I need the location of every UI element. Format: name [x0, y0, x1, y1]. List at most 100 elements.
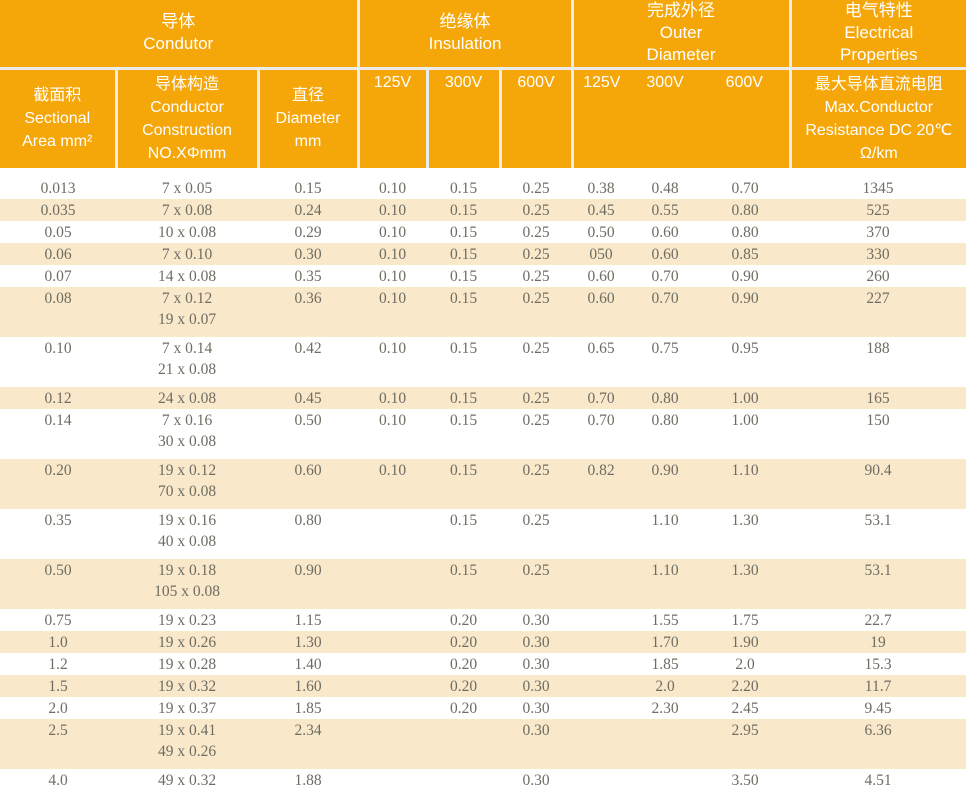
- cell-insulation-125v: 0.10: [358, 459, 427, 509]
- cell-insulation-125v: [358, 719, 427, 769]
- table-row: 0.035 7 x 0.08 0.24 0.10 0.15 0.25 0.45 0.55 0.8…: [0, 199, 966, 221]
- group-header-electrical-properties: 电气特性 Electrical Properties: [790, 0, 966, 70]
- cell-max-resistance: 4.51: [790, 769, 966, 802]
- cell-max-resistance: 525: [790, 199, 966, 221]
- cell-conductor-construction: 7 x 0.16 30 x 0.08: [116, 409, 258, 459]
- cell-insulation-300v: 0.15: [427, 409, 500, 459]
- table-row: 1.5 19 x 0.32 1.60 0.20 0.30 2.0 2.20 11.7: [0, 675, 966, 697]
- cell-conductor-construction: 7 x 0.08: [116, 199, 258, 221]
- cell-diameter: 1.85: [258, 697, 358, 719]
- cell-outer-300v: 0.70: [630, 265, 701, 287]
- cell-outer-300v: 1.70: [630, 631, 701, 653]
- cell-insulation-125v: [358, 697, 427, 719]
- cell-sectional-area: 2.0: [0, 697, 116, 719]
- column-header-conductor-construction: 导体构造 Conductor Construction NO.XΦmm: [116, 68, 260, 168]
- cell-max-resistance: 150: [790, 409, 966, 459]
- cell-outer-300v: [630, 719, 701, 769]
- cell-outer-125v: [572, 719, 631, 769]
- group-header-conductor: 导体 Condutor: [0, 0, 360, 70]
- cell-insulation-600v: 0.25: [500, 337, 573, 387]
- cell-outer-125v: [572, 769, 631, 802]
- cell-insulation-600v: 0.25: [500, 409, 573, 459]
- cell-sectional-area: 1.0: [0, 631, 116, 653]
- cell-insulation-125v: 0.10: [358, 177, 427, 199]
- cell-outer-125v: [572, 697, 631, 719]
- cell-outer-600v: 0.90: [700, 265, 791, 287]
- cell-max-resistance: 227: [790, 287, 966, 337]
- table-row: 2.0 19 x 0.37 1.85 0.20 0.30 2.30 2.45 9.45: [0, 697, 966, 719]
- table-header: 导体 Condutor 绝缘体 Insulation 完成外径 Outer Diamet…: [0, 0, 966, 168]
- cell-outer-125v: 0.38: [572, 177, 631, 199]
- cell-outer-300v: 0.48: [630, 177, 701, 199]
- cell-max-resistance: 9.45: [790, 697, 966, 719]
- table-row: 0.013 7 x 0.05 0.15 0.10 0.15 0.25 0.38 0.48 0.7…: [0, 177, 966, 199]
- cell-conductor-construction: 7 x 0.10: [116, 243, 258, 265]
- cell-outer-300v: 0.80: [630, 409, 701, 459]
- cell-outer-125v: 050: [572, 243, 631, 265]
- group-header-insulation: 绝缘体 Insulation: [358, 0, 574, 70]
- cell-outer-600v: 1.30: [700, 509, 791, 559]
- cell-insulation-125v: [358, 559, 427, 609]
- cell-outer-600v: 0.80: [700, 221, 791, 243]
- cell-insulation-600v: 0.30: [500, 697, 573, 719]
- cell-max-resistance: 1345: [790, 177, 966, 199]
- cell-outer-300v: 0.60: [630, 221, 701, 243]
- cell-insulation-300v: 0.15: [427, 459, 500, 509]
- cell-conductor-construction: 19 x 0.26: [116, 631, 258, 653]
- table-row: 0.12 24 x 0.08 0.45 0.10 0.15 0.25 0.70 0.80 1.0…: [0, 387, 966, 409]
- cell-outer-300v: 1.10: [630, 559, 701, 609]
- cell-insulation-600v: 0.30: [500, 675, 573, 697]
- cell-diameter: 0.80: [258, 509, 358, 559]
- column-header-insulation-300v: 300V: [427, 68, 502, 168]
- cell-outer-125v: [572, 675, 631, 697]
- cell-conductor-construction: 19 x 0.28: [116, 653, 258, 675]
- table-row: 2.5 19 x 0.41 49 x 0.26 2.34 0.30 2.95 6.36: [0, 719, 966, 769]
- cell-conductor-construction: 7 x 0.14 21 x 0.08: [116, 337, 258, 387]
- cell-sectional-area: 0.035: [0, 199, 116, 221]
- header-body-gap: [0, 168, 966, 177]
- cell-outer-600v: 1.10: [700, 459, 791, 509]
- table-row: 4.0 49 x 0.32 1.88 0.30 3.50 4.51: [0, 769, 966, 802]
- column-header-outer-125v: 125V: [572, 68, 631, 168]
- cell-insulation-300v: [427, 769, 500, 802]
- cell-outer-300v: 0.75: [630, 337, 701, 387]
- cell-max-resistance: 53.1: [790, 509, 966, 559]
- cell-max-resistance: 188: [790, 337, 966, 387]
- table-row: 0.20 19 x 0.12 70 x 0.08 0.60 0.10 0.15 0.25 0.…: [0, 459, 966, 509]
- cell-conductor-construction: 19 x 0.37: [116, 697, 258, 719]
- table-row: 0.14 7 x 0.16 30 x 0.08 0.50 0.10 0.15 0.25 0.7…: [0, 409, 966, 459]
- column-header-sectional-area: 截面积 Sectional Area mm²: [0, 68, 118, 168]
- cell-conductor-construction: 7 x 0.05: [116, 177, 258, 199]
- cell-insulation-125v: 0.10: [358, 221, 427, 243]
- cell-max-resistance: 15.3: [790, 653, 966, 675]
- cell-insulation-125v: 0.10: [358, 337, 427, 387]
- cell-insulation-600v: 0.25: [500, 243, 573, 265]
- cell-insulation-300v: 0.15: [427, 287, 500, 337]
- cell-insulation-300v: 0.15: [427, 177, 500, 199]
- cell-outer-125v: 0.82: [572, 459, 631, 509]
- cell-insulation-125v: [358, 631, 427, 653]
- cell-insulation-300v: 0.15: [427, 199, 500, 221]
- cell-sectional-area: 1.2: [0, 653, 116, 675]
- cell-outer-300v: 0.55: [630, 199, 701, 221]
- cell-diameter: 1.60: [258, 675, 358, 697]
- cell-insulation-125v: 0.10: [358, 243, 427, 265]
- cell-outer-125v: [572, 609, 631, 631]
- cell-insulation-300v: 0.15: [427, 337, 500, 387]
- cell-outer-300v: 2.30: [630, 697, 701, 719]
- cell-outer-300v: [630, 769, 701, 802]
- cell-insulation-300v: 0.20: [427, 653, 500, 675]
- cell-outer-300v: 0.60: [630, 243, 701, 265]
- cell-insulation-125v: 0.10: [358, 199, 427, 221]
- cell-outer-600v: 0.85: [700, 243, 791, 265]
- cell-conductor-construction: 19 x 0.41 49 x 0.26: [116, 719, 258, 769]
- cell-diameter: 1.15: [258, 609, 358, 631]
- cell-insulation-600v: 0.30: [500, 719, 573, 769]
- cell-sectional-area: 0.20: [0, 459, 116, 509]
- cell-sectional-area: 0.50: [0, 559, 116, 609]
- cell-insulation-300v: 0.20: [427, 631, 500, 653]
- column-header-max-resistance: 最大导体直流电阻 Max.Conductor Resistance DC 20℃ Ω/…: [790, 68, 966, 168]
- cell-outer-600v: 3.50: [700, 769, 791, 802]
- cell-insulation-600v: 0.30: [500, 653, 573, 675]
